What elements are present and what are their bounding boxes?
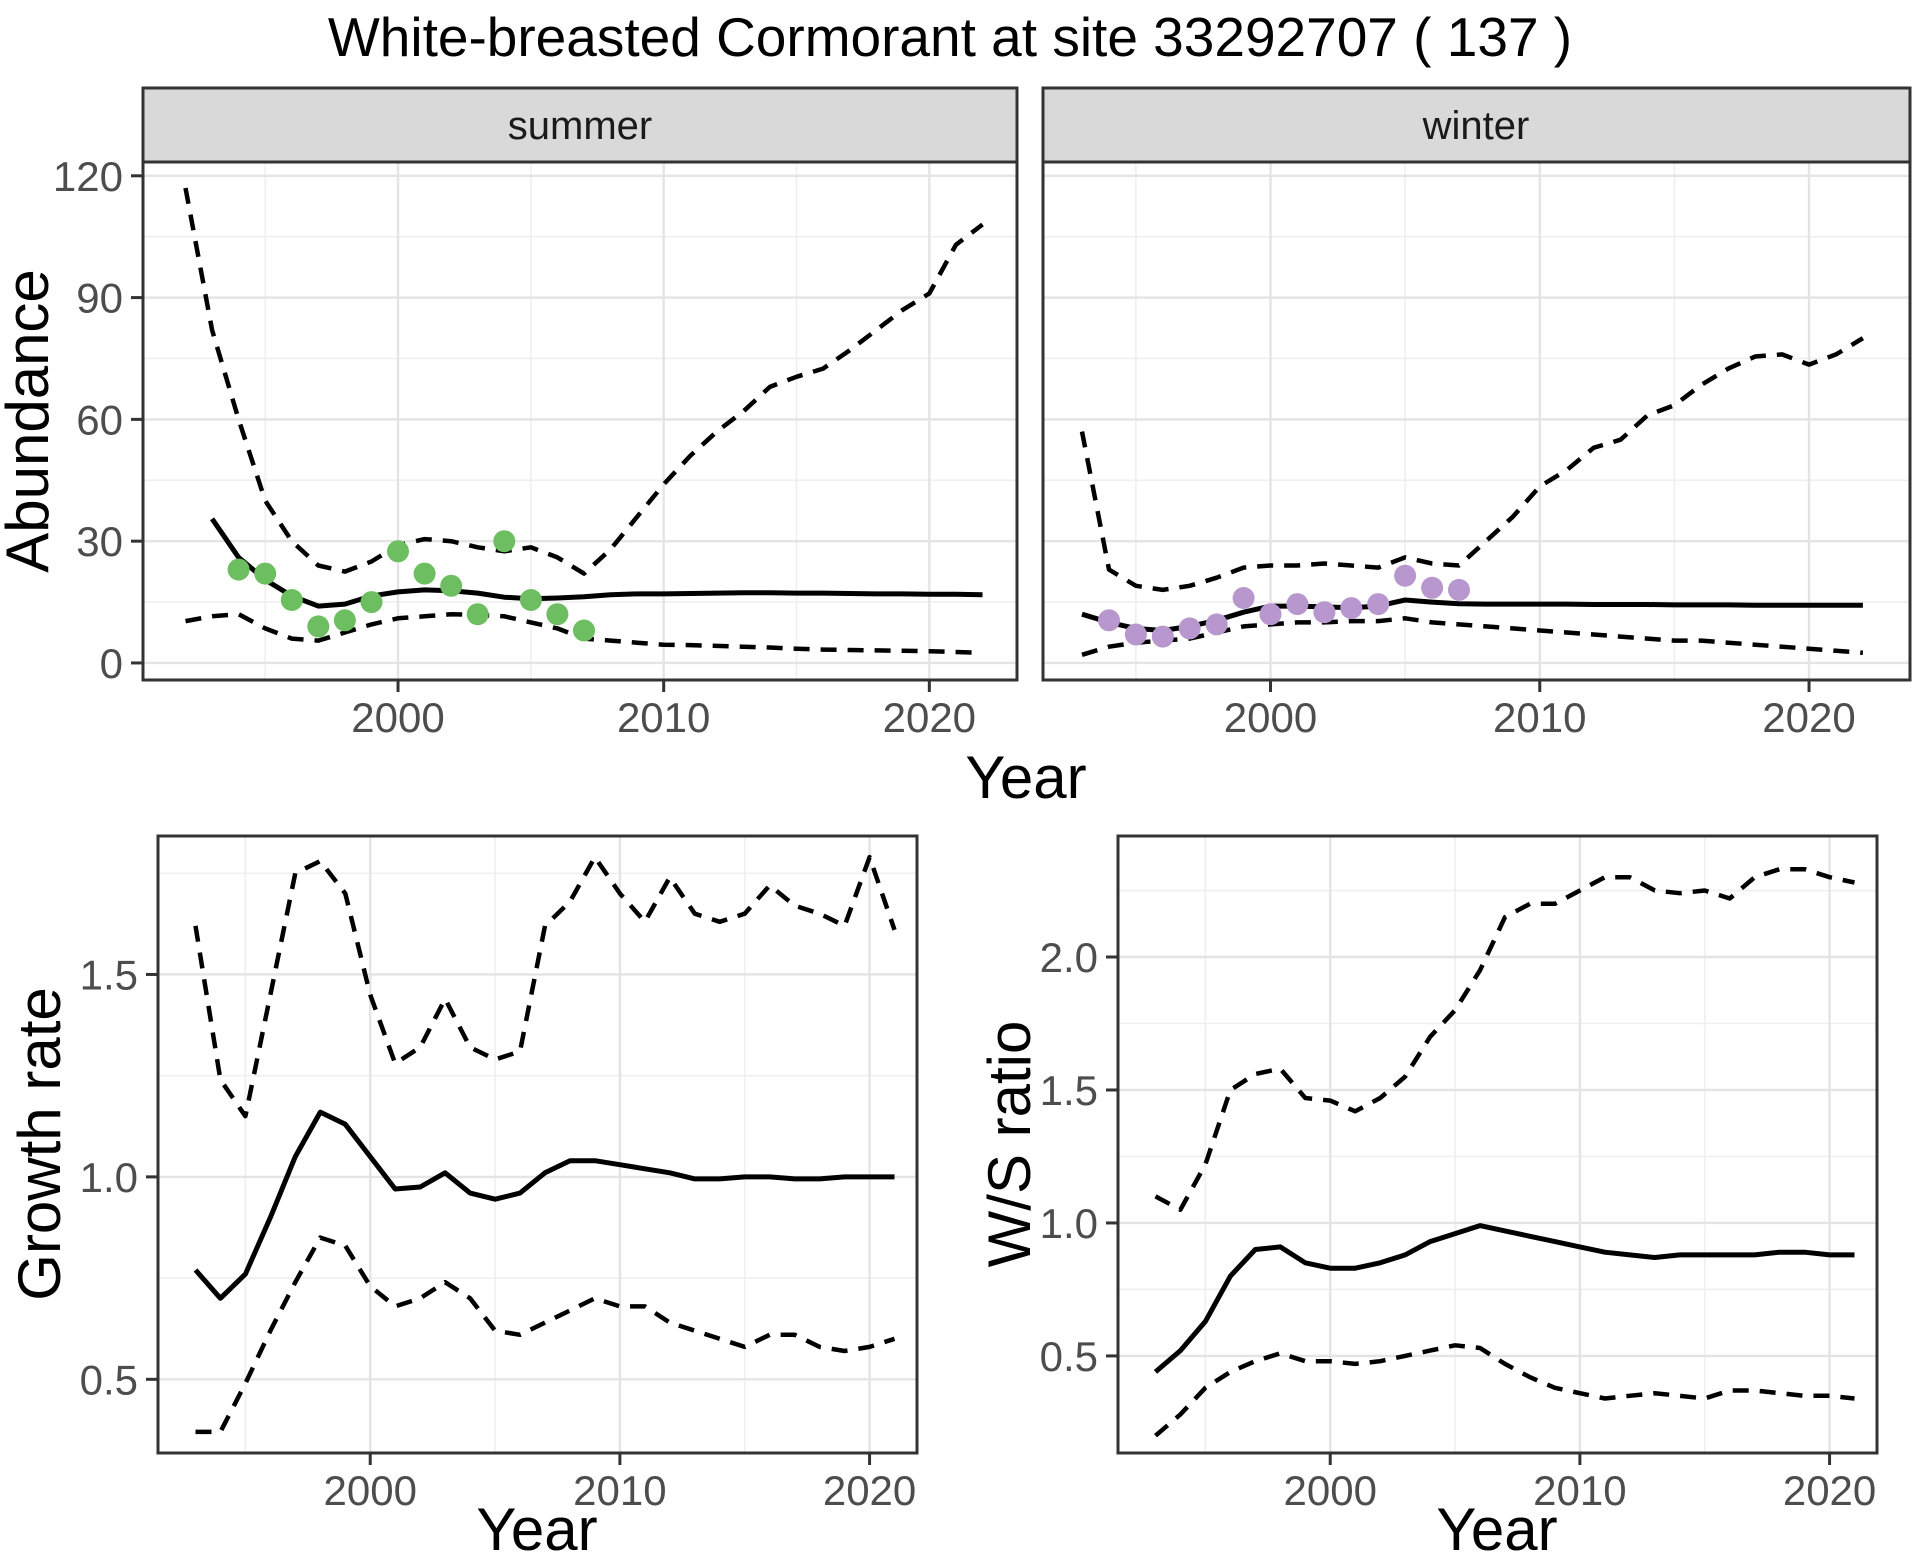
plot-title: White-breasted Cormorant at site 3329270… (328, 6, 1572, 68)
x-tick-label: 2000 (324, 1467, 417, 1514)
y-tick-label: 0.5 (1040, 1333, 1098, 1380)
ws-ratio-median-line (1153, 1223, 1855, 1374)
observed-winter-point (1340, 597, 1363, 620)
ws-ratio-upper-95ci-line (1154, 866, 1855, 1212)
observed-summer-point (440, 574, 463, 597)
x-tick-label: 2000 (1224, 694, 1317, 741)
observed-winter-point (1394, 564, 1417, 587)
ws-ratio-lower-95ci-line (1154, 1343, 1855, 1438)
x-tick-label: 2010 (1533, 1467, 1626, 1514)
x-tick-label: 2010 (1493, 694, 1586, 741)
series-group (183, 187, 984, 656)
observed-winter-point (1313, 601, 1336, 624)
facet-label-summer: summer (508, 104, 652, 148)
x-axis-title-year-growth: Year (476, 1496, 597, 1560)
observed-summer-point (546, 603, 569, 626)
observed-winter-point (1098, 609, 1120, 632)
observed-summer-point (493, 530, 516, 553)
observed-winter-point (1259, 603, 1282, 626)
y-tick-label: 0.5 (80, 1356, 138, 1403)
observed-summer-point (466, 603, 489, 626)
series-group (1153, 866, 1855, 1438)
observed-summer-point (387, 540, 409, 563)
x-tick-label: 2020 (883, 694, 976, 741)
panel-border (156, 834, 919, 1455)
abundance-summer-upper-95ci-line (183, 187, 984, 576)
y-axis-title-growth-rate: Growth rate (6, 987, 73, 1300)
observed-summer-point (280, 589, 303, 611)
x-tick-label: 2000 (351, 694, 444, 741)
series-group (1079, 336, 1865, 657)
observed-summer-point (333, 609, 356, 632)
panel-abundance-winter: 2000 2010 2020 (1041, 86, 1912, 741)
y-tick-label: 1.0 (80, 1154, 138, 1201)
observed-summer-point (307, 615, 330, 638)
observed-summer-point (254, 562, 277, 585)
y-tick-label: 90 (76, 275, 123, 322)
panel-background (1043, 162, 1910, 680)
y-axis-title-ws-ratio: W/S ratio (976, 1021, 1043, 1268)
observed-summer-point (413, 562, 436, 585)
panel-background (158, 836, 917, 1453)
series-group (193, 854, 897, 1435)
facet-strip (141, 86, 1019, 164)
growth-rate-median-line (193, 1109, 895, 1301)
panel-abundance-summer: 2000 2010 2020 0 30 60 90 120 (53, 86, 1019, 741)
panel-growth-rate: 2000 2010 2020 0.5 1.0 1.5 (80, 834, 919, 1514)
x-axis-title-year-top: Year (965, 744, 1086, 811)
y-tick-label: 60 (76, 396, 123, 443)
observed-winter-point (1151, 625, 1174, 648)
y-tick-label: 1.0 (1040, 1200, 1098, 1247)
abundance-winter-lower-95ci-line (1081, 616, 1864, 657)
facet-label-winter: winter (1422, 104, 1530, 148)
y-tick-label: 0 (100, 640, 123, 687)
panel-border (1116, 834, 1879, 1455)
y-axis-title-abundance: Abundance (0, 269, 61, 573)
x-axis-title-year-ws: Year (1436, 1496, 1557, 1560)
y-tick-label: 1.5 (80, 951, 138, 998)
y-tick-label: 1.5 (1040, 1067, 1098, 1114)
panel-background (1118, 836, 1877, 1453)
observed-winter-point (1232, 587, 1255, 609)
abundance-winter-upper-95ci-line (1079, 336, 1865, 593)
y-tick-label: 30 (76, 518, 123, 565)
observed-summer-point (360, 591, 383, 614)
x-tick-label: 2010 (573, 1467, 666, 1514)
observed-summer-point (573, 619, 595, 642)
observed-winter-point (1421, 576, 1444, 599)
growth-rate-lower-95ci-line (195, 1235, 896, 1435)
abundance-summer-median-line (210, 517, 983, 609)
x-tick-label: 2020 (1762, 694, 1855, 741)
y-tick-label: 120 (53, 153, 123, 200)
observed-summer-point (227, 558, 250, 581)
observed-winter-point (1124, 623, 1147, 646)
observed-winter-point (1286, 593, 1309, 616)
observed-winter-point (1205, 613, 1228, 636)
growth-rate-upper-95ci-line (193, 854, 897, 1119)
x-tick-label: 2020 (1783, 1467, 1876, 1514)
x-tick-label: 2020 (823, 1467, 916, 1514)
observed-winter-point (1367, 593, 1390, 616)
facet-strip (1041, 86, 1912, 164)
observed-winter-point (1448, 578, 1470, 601)
x-tick-label: 2010 (617, 694, 710, 741)
y-tick-label: 2.0 (1040, 934, 1098, 981)
x-tick-label: 2000 (1284, 1467, 1377, 1514)
observed-winter-point (1178, 617, 1201, 640)
panel-ws-ratio: 2000 2010 2020 0.5 1.0 1.5 2.0 (1040, 834, 1879, 1514)
observed-summer-point (519, 589, 542, 611)
